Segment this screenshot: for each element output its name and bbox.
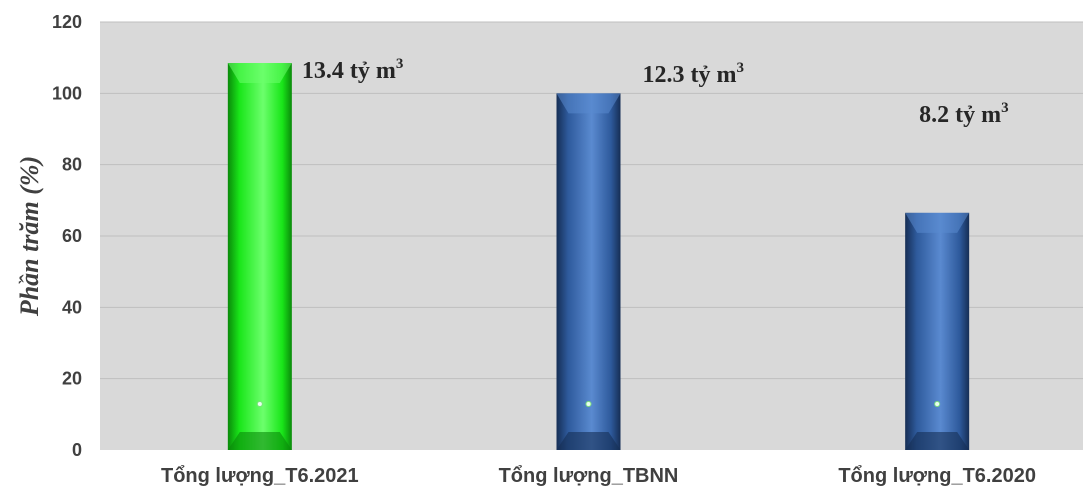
bar <box>227 63 292 451</box>
data-label: 12.3 tỷ m3 <box>643 60 744 88</box>
x-axis-ticks: Tổng lượng_T6.2021 Tổng lượng_TBNN Tổng lư… <box>161 465 1036 487</box>
bar-bevel-top <box>227 63 292 84</box>
data-labels: 13.4 tỷ m3 12.3 tỷ m3 8.2 tỷ m3 <box>302 56 1009 128</box>
x-tick-label: Tổng lượng_T6.2020 <box>838 465 1036 487</box>
bar-marker <box>585 401 592 407</box>
bar-bevel-bottom <box>556 432 621 450</box>
y-tick-label: 60 <box>62 226 82 246</box>
y-tick-label: 0 <box>72 440 82 460</box>
y-tick-label: 20 <box>62 369 82 389</box>
y-tick-label: 80 <box>62 155 82 175</box>
bar-marker <box>934 401 941 407</box>
y-tick-label: 100 <box>52 83 82 103</box>
bar-bevel-top <box>556 93 621 114</box>
y-axis-ticks: 0 20 40 60 80 100 120 <box>52 12 82 460</box>
bars <box>227 63 970 451</box>
bar <box>905 212 970 450</box>
bar <box>556 93 621 450</box>
bar-bevel-bottom <box>905 432 970 450</box>
data-label: 8.2 tỷ m3 <box>919 100 1008 128</box>
x-tick-label: Tổng lượng_T6.2021 <box>161 465 359 487</box>
y-tick-label: 120 <box>52 12 82 32</box>
bar-marker <box>256 401 263 407</box>
y-tick-label: 40 <box>62 297 82 317</box>
bar-bevel-bottom <box>227 432 292 450</box>
y-axis-title: Phần trăm (%) <box>15 156 44 317</box>
x-tick-label: Tổng lượng_TBNN <box>499 465 679 487</box>
data-label: 13.4 tỷ m3 <box>302 56 403 84</box>
bar-bevel-top <box>905 212 970 233</box>
